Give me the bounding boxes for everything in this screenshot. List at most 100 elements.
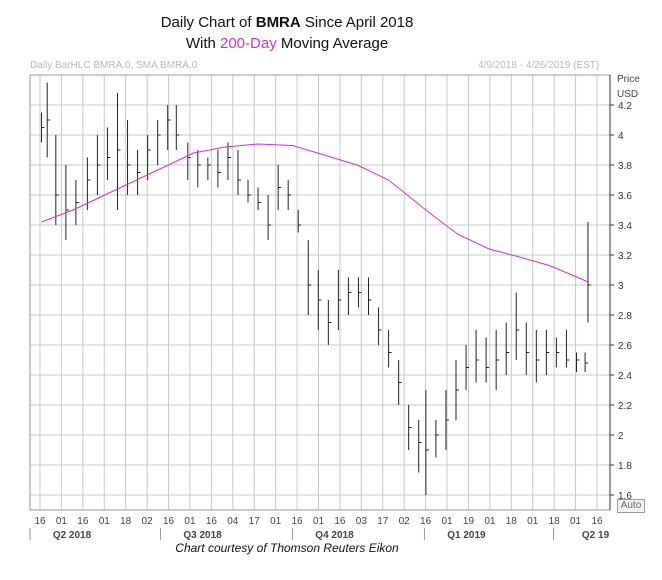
hlc-bar xyxy=(287,180,292,210)
y-tick-label: 3 xyxy=(618,281,624,292)
y-tick-label: 2 xyxy=(618,431,624,442)
hlc-bar xyxy=(525,322,530,375)
quarter-label: Q3 2018 xyxy=(183,530,222,541)
hlc-bar xyxy=(297,210,302,233)
quarter-label: Q2 19 xyxy=(582,530,610,541)
hlc-bar xyxy=(40,112,45,143)
y-tick-label: 1.8 xyxy=(618,461,632,472)
hlc-bar xyxy=(445,390,449,450)
x-tick-label: 16 xyxy=(206,516,218,527)
hlc-bar xyxy=(116,93,121,210)
x-tick-label: 02 xyxy=(399,516,411,527)
hlc-bar xyxy=(207,157,211,180)
hlc-bar xyxy=(55,135,59,225)
y-tick-labels: 1.6 1.8 2 2.2 2.4 2.6 2.8 3 3.2 3.4 3.6 3.8 4 4.2 xyxy=(610,101,632,502)
hlc-bar xyxy=(267,195,272,240)
hlc-bar xyxy=(435,420,439,458)
quarter-labels: Q2 2018 Q3 2018 Q4 2018 Q1 2019 Q2 19 xyxy=(29,528,610,541)
chart-credit: Chart courtesy of Thomson Reuters Eikon xyxy=(175,541,399,555)
hlc-bar xyxy=(65,165,69,240)
hlc-bar xyxy=(327,300,332,345)
hlc-bar xyxy=(465,345,470,390)
y-tick-label: 3.6 xyxy=(618,191,632,202)
x-tick-label: 16 xyxy=(77,516,89,527)
x-tick-label: 01 xyxy=(570,516,582,527)
x-tick-label: 18 xyxy=(506,516,518,527)
hlc-bar xyxy=(505,322,510,375)
hlc-bar xyxy=(86,157,91,210)
hlc-bar xyxy=(96,135,101,195)
hlc-bar xyxy=(408,405,412,450)
x-tick-label: 01 xyxy=(313,516,325,527)
x-tick-labels: 16 01 16 01 18 02 16 01 16 04 17 01 16 01 16 03 17 02 16 01… xyxy=(34,516,603,527)
chart-title-line-2: With 200-Day Moving Average xyxy=(185,35,389,52)
hlc-bar xyxy=(147,135,151,180)
hlc-bar xyxy=(106,127,111,180)
x-tick-label: 01 xyxy=(184,516,196,527)
hlc-bars xyxy=(40,82,591,495)
hlc-bar xyxy=(495,330,500,390)
x-tick-label: 19 xyxy=(463,516,475,527)
hlc-bar xyxy=(584,352,589,372)
hlc-bar xyxy=(75,180,79,225)
hlc-bar xyxy=(347,277,352,315)
currency-axis-title: USD xyxy=(617,89,638,100)
x-tick-label: 17 xyxy=(377,516,389,527)
hlc-bar xyxy=(545,330,550,375)
hlc-bar xyxy=(565,330,570,368)
x-tick-label: 16 xyxy=(591,516,603,527)
x-tick-label: 04 xyxy=(227,516,239,527)
hlc-bar xyxy=(587,222,591,323)
hlc-bar xyxy=(357,277,362,308)
x-tick-label: 18 xyxy=(549,516,561,527)
y-tick-label: 2.8 xyxy=(618,311,632,322)
quarter-label: Q1 2019 xyxy=(447,530,486,541)
y-tick-label: 4 xyxy=(618,131,624,142)
y-tick-label: 4.2 xyxy=(618,101,632,112)
x-tick-label: 01 xyxy=(56,516,68,527)
hlc-bar xyxy=(227,142,231,180)
hlc-bar xyxy=(167,105,171,150)
y-tick-label: 2.6 xyxy=(618,341,632,352)
sma-200-line xyxy=(41,143,589,283)
x-tick-label: 16 xyxy=(292,516,304,527)
hlc-bar xyxy=(455,360,459,420)
sma-period-highlight: 200-Day xyxy=(220,35,277,52)
hlc-bar xyxy=(237,150,241,195)
hlc-bar xyxy=(425,390,429,495)
hlc-bar xyxy=(485,337,490,383)
hlc-bar xyxy=(535,330,540,383)
hlc-bar xyxy=(337,270,342,330)
hlc-bar xyxy=(217,150,221,188)
hlc-bar xyxy=(307,240,312,315)
hlc-bar xyxy=(46,82,51,158)
x-tick-label: 16 xyxy=(34,516,46,527)
auto-scale-button[interactable]: Auto xyxy=(617,499,645,513)
hlc-bar xyxy=(398,360,402,405)
y-tick-label: 3.2 xyxy=(618,251,632,262)
y-tick-label: 3.8 xyxy=(618,161,632,172)
x-tick-label: 01 xyxy=(527,516,539,527)
chart-header-right: 4/9/2018 - 4/26/2019 (EST) xyxy=(478,60,600,71)
hlc-bar xyxy=(157,120,161,165)
hlc-bar xyxy=(575,352,580,372)
quarter-label: Q4 2018 xyxy=(315,530,354,541)
y-tick-label: 3.4 xyxy=(618,221,632,232)
hlc-bar xyxy=(388,330,392,368)
y-tick-label: 1.6 xyxy=(618,491,632,502)
hlc-bar xyxy=(247,180,252,203)
x-tick-label: 16 xyxy=(163,516,175,527)
hlc-bar xyxy=(277,165,282,210)
hlc-bar xyxy=(197,150,201,188)
chart-title-line-1: Daily Chart of BMRA Since April 2018 xyxy=(160,14,414,31)
hlc-bar xyxy=(137,150,141,195)
x-tick-label: 16 xyxy=(420,516,432,527)
hlc-bar xyxy=(555,337,560,368)
hlc-bar xyxy=(317,270,322,330)
hlc-bar xyxy=(378,307,382,345)
x-tick-label: 01 xyxy=(99,516,111,527)
hlc-bar xyxy=(187,142,191,180)
hlc-bar xyxy=(257,187,262,210)
quarter-label: Q2 2018 xyxy=(53,530,92,541)
